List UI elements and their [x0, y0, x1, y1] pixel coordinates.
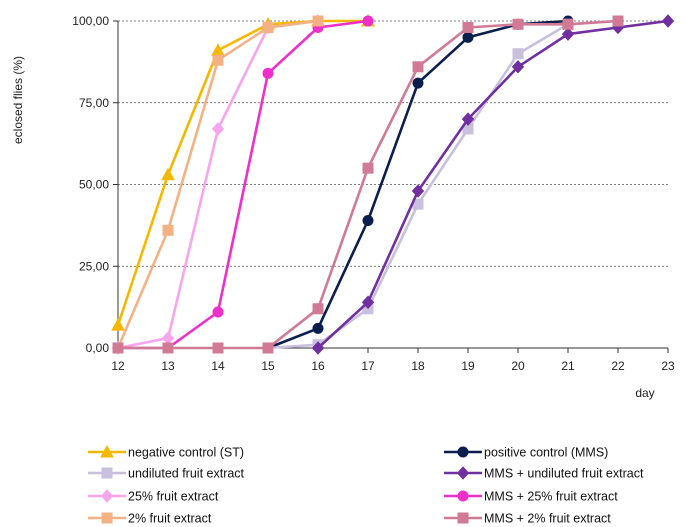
x-tick-label: 21 — [561, 359, 575, 373]
data-series — [111, 13, 675, 355]
data-point — [362, 162, 374, 174]
grid-lines — [118, 20, 668, 267]
legend-marker — [100, 444, 114, 458]
legend-label: MMS + undiluted fruit extract — [484, 467, 644, 481]
legend-marker — [100, 489, 114, 503]
data-point — [162, 224, 174, 236]
data-point — [561, 27, 575, 41]
legend-marker — [457, 490, 469, 502]
series-line — [116, 19, 368, 326]
legend-label: MMS + 2% fruit extract — [484, 512, 611, 526]
data-point — [312, 322, 324, 334]
legend-marker — [101, 467, 113, 479]
data-point — [511, 60, 525, 74]
y-tick-label: 0,00 — [86, 341, 110, 355]
data-point — [412, 61, 424, 73]
legend-label: 2% fruit extract — [128, 512, 212, 526]
legend: negative control (ST) positive control (M… — [88, 444, 644, 526]
data-point — [412, 77, 424, 89]
data-point — [212, 54, 224, 66]
data-point — [211, 122, 225, 136]
data-point — [311, 341, 325, 355]
data-point — [112, 342, 124, 354]
legend-label: negative control (ST) — [128, 446, 244, 460]
legend-entry: undiluted fruit extract — [88, 467, 245, 481]
x-tick-label: 17 — [361, 359, 375, 373]
data-point — [512, 18, 524, 30]
x-tick-label: 18 — [411, 359, 425, 373]
data-point — [312, 15, 324, 27]
data-point — [312, 303, 324, 315]
x-axis-title: day — [635, 386, 654, 400]
series-7 — [112, 15, 624, 354]
legend-marker — [457, 512, 469, 524]
data-point — [262, 22, 274, 34]
data-point — [212, 342, 224, 354]
legend-entry: MMS + undiluted fruit extract — [444, 466, 644, 481]
legend-entry: negative control (ST) — [88, 444, 244, 460]
legend-label: undiluted fruit extract — [128, 467, 245, 481]
x-tick-label: 14 — [211, 359, 225, 373]
data-point — [411, 184, 425, 198]
data-point — [212, 306, 224, 318]
y-axis-title: eclosed flies (%) — [11, 56, 25, 144]
x-tick-label: 23 — [661, 359, 675, 373]
legend-entry: 2% fruit extract — [88, 512, 212, 526]
x-tick-labels: 12 13 14 15 16 17 18 19 20 21 22 23 — [111, 359, 675, 373]
y-tick-label: 75,00 — [79, 96, 109, 110]
data-point — [512, 48, 524, 60]
axes — [113, 20, 669, 353]
legend-marker — [457, 446, 469, 458]
data-point — [111, 318, 125, 331]
series-3 — [311, 14, 675, 355]
legend-label: positive control (MMS) — [484, 446, 608, 460]
data-point — [161, 167, 175, 181]
x-tick-label: 22 — [611, 359, 625, 373]
x-tick-label: 15 — [261, 359, 275, 373]
x-tick-label: 13 — [161, 359, 175, 373]
data-point — [661, 14, 675, 28]
legend-entry: positive control (MMS) — [444, 446, 608, 460]
legend-entry: MMS + 25% fruit extract — [444, 490, 618, 504]
legend-label: MMS + 25% fruit extract — [484, 490, 618, 504]
x-tick-label: 12 — [111, 359, 125, 373]
y-tick-label: 100,00 — [72, 14, 109, 28]
data-point — [462, 31, 474, 43]
data-point — [462, 22, 474, 34]
x-tick-label: 19 — [461, 359, 475, 373]
data-point — [461, 112, 475, 126]
x-tick-label: 20 — [511, 359, 525, 373]
legend-marker — [101, 512, 113, 524]
data-point — [562, 18, 574, 30]
x-tick-label: 16 — [311, 359, 325, 373]
y-tick-label: 50,00 — [79, 178, 109, 192]
series-0 — [111, 13, 375, 331]
data-point — [612, 15, 624, 27]
legend-entry: MMS + 2% fruit extract — [444, 512, 611, 526]
legend-entry: 25% fruit extract — [88, 489, 219, 504]
data-point — [361, 295, 375, 309]
y-tick-labels: 0,00 25,00 50,00 75,00 100,00 — [72, 14, 109, 355]
data-point — [262, 342, 274, 354]
legend-marker — [456, 466, 470, 480]
data-point — [362, 15, 374, 27]
data-point — [262, 67, 274, 79]
data-point — [161, 331, 175, 345]
y-tick-label: 25,00 — [79, 259, 109, 273]
series-line — [317, 19, 669, 349]
legend-label: 25% fruit extract — [128, 490, 219, 504]
data-point — [362, 214, 374, 226]
data-point — [211, 43, 225, 56]
data-point — [162, 342, 174, 354]
